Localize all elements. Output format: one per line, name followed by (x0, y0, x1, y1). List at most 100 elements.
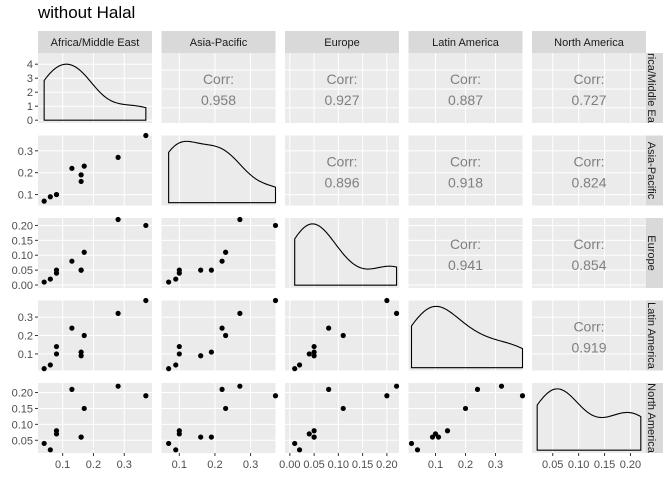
scatter-point (198, 434, 204, 440)
y-tick-label: 0.20 (12, 388, 33, 400)
panel-background (532, 383, 646, 453)
panel-background (161, 135, 276, 206)
y-tick-label: 0.05 (12, 265, 33, 277)
scatter-point (176, 428, 182, 434)
corr-label: Corr: (326, 154, 357, 170)
scatter-point (223, 405, 229, 412)
scatter-point (208, 267, 214, 273)
column-strip-label: Africa/Middle East (51, 37, 140, 49)
scatter-point (47, 447, 53, 453)
x-tick-label: 0.3 (243, 459, 258, 471)
corr-value: 0.927 (324, 92, 359, 108)
scatter-point (292, 366, 298, 372)
scatter-point (53, 267, 60, 273)
scatter-point (143, 222, 149, 229)
corr-value: 0.854 (571, 257, 606, 273)
row-strip-label: Europe (645, 235, 657, 270)
scatter-point (173, 362, 179, 368)
panel-background (285, 135, 399, 206)
scatter-point (340, 405, 346, 412)
scatter-point (219, 325, 225, 331)
column-strip (38, 31, 152, 53)
scatter-point (272, 297, 279, 304)
scatter-point (166, 279, 172, 285)
scatter-point (69, 165, 75, 171)
panel-background (161, 383, 276, 453)
scatter-point (237, 310, 243, 316)
corr-label: Corr: (450, 236, 481, 252)
panel-layer: Corr: 0.958 Corr: 0.927 Corr: 0.887 Corr: 0.727… (38, 53, 646, 453)
x-tick-label: 0.00 (279, 459, 300, 471)
y-tick-label: 0.2 (18, 331, 33, 343)
density-curve (43, 63, 147, 121)
y-tick-label: 0.15 (12, 235, 33, 247)
corr-value: 0.918 (448, 175, 483, 191)
scatter-point (219, 386, 225, 392)
scatter-point (326, 386, 332, 392)
y-tick-label: 4 (27, 59, 33, 71)
corr-value: 0.727 (571, 92, 606, 108)
x-tick-label: 0.15 (594, 459, 615, 471)
y-tick-label: 0.00 (12, 280, 33, 292)
scatter-point (173, 447, 179, 453)
y-tick-label: 0.3 (18, 146, 33, 158)
x-tick-label: 0.1 (55, 459, 70, 471)
scatter-point (78, 353, 84, 359)
scatter-point (208, 434, 214, 440)
y-tick-label: 0.15 (12, 403, 33, 415)
scatter-point (198, 353, 204, 359)
scatter-point (462, 405, 469, 412)
scatter-point (393, 310, 400, 316)
scatter-point (223, 249, 229, 255)
scatter-point (311, 343, 317, 350)
scatter-point (198, 267, 204, 273)
scatter-point (41, 198, 47, 204)
corr-value: 0.919 (571, 340, 606, 356)
scatter-point (115, 310, 121, 316)
scatter-point (435, 434, 442, 440)
row-strip-label: rica/Middle Ea (645, 53, 657, 124)
column-strip (408, 31, 523, 53)
panel-background (285, 383, 399, 453)
x-tick-label: 0.1 (172, 459, 187, 471)
y-tick-label: 0.10 (12, 419, 33, 431)
x-tick-label: 0.20 (620, 459, 641, 471)
panel-background (532, 135, 646, 206)
row-strip-label-group: Latin America (645, 302, 657, 370)
panel-background (38, 218, 152, 288)
scatter-point (53, 343, 60, 350)
scatter-point (143, 297, 149, 304)
corr-label: Corr: (573, 236, 604, 252)
scatter-point (69, 325, 75, 331)
corr-label: Corr: (573, 71, 604, 87)
row-strip (641, 383, 663, 453)
corr-label: Corr: (203, 71, 234, 87)
scatter-point (143, 132, 149, 139)
scatter-point (81, 249, 87, 255)
y-tick-label: 0.1 (18, 190, 33, 202)
row-strip-label-group: Europe (645, 235, 657, 270)
chart-title: without Halal (38, 3, 136, 22)
scatter-point (81, 332, 87, 339)
scatter-point (69, 386, 75, 392)
scatter-point (311, 349, 317, 355)
corr-label: Corr: (573, 319, 604, 335)
row-strip-label: North America (645, 383, 657, 454)
row-strip (641, 300, 663, 371)
scatter-point (340, 332, 346, 339)
x-tick-label: 0.20 (376, 459, 397, 471)
scatter-point (176, 351, 182, 357)
scatter-point (311, 353, 317, 359)
scatter-point (306, 351, 312, 357)
y-tick-label: 0.3 (18, 312, 33, 324)
scatter-point (166, 366, 172, 372)
scatter-point (237, 383, 243, 389)
corr-label: Corr: (450, 154, 481, 170)
scatter-point (78, 178, 84, 185)
scatter-point (78, 349, 84, 355)
scatter-point (444, 428, 451, 434)
panel-background (161, 53, 276, 123)
x-tick-label: 0.10 (328, 459, 349, 471)
corr-value: 0.824 (571, 175, 606, 191)
